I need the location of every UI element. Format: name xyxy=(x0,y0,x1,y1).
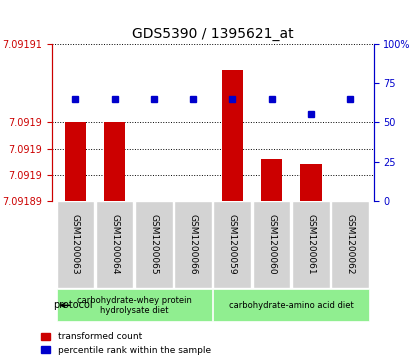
Bar xyxy=(339,201,361,238)
Text: GSM1200066: GSM1200066 xyxy=(188,214,198,275)
FancyBboxPatch shape xyxy=(96,201,134,287)
FancyBboxPatch shape xyxy=(56,201,94,287)
Bar xyxy=(261,159,282,201)
Text: GSM1200061: GSM1200061 xyxy=(306,214,315,275)
Text: GSM1200063: GSM1200063 xyxy=(71,214,80,275)
Bar xyxy=(222,70,243,201)
Bar xyxy=(143,201,165,217)
Text: carbohydrate-amino acid diet: carbohydrate-amino acid diet xyxy=(229,301,354,310)
FancyBboxPatch shape xyxy=(331,201,369,287)
Text: GSM1200062: GSM1200062 xyxy=(345,214,354,274)
FancyBboxPatch shape xyxy=(213,201,251,287)
Text: GSM1200065: GSM1200065 xyxy=(149,214,159,275)
Bar xyxy=(300,164,322,201)
Text: protocol: protocol xyxy=(53,300,92,310)
FancyBboxPatch shape xyxy=(56,289,212,321)
Title: GDS5390 / 1395621_at: GDS5390 / 1395621_at xyxy=(132,27,293,41)
Bar xyxy=(65,122,86,201)
FancyBboxPatch shape xyxy=(135,201,173,287)
FancyBboxPatch shape xyxy=(292,201,330,287)
Text: GSM1200064: GSM1200064 xyxy=(110,214,119,274)
Text: GSM1200060: GSM1200060 xyxy=(267,214,276,275)
FancyBboxPatch shape xyxy=(253,201,290,287)
FancyBboxPatch shape xyxy=(174,201,212,287)
FancyBboxPatch shape xyxy=(213,289,369,321)
Bar xyxy=(182,201,204,238)
Text: GSM1200059: GSM1200059 xyxy=(228,214,237,275)
Bar xyxy=(104,122,125,201)
Text: carbohydrate-whey protein
hydrolysate diet: carbohydrate-whey protein hydrolysate di… xyxy=(77,295,192,315)
Legend: transformed count, percentile rank within the sample: transformed count, percentile rank withi… xyxy=(38,329,214,359)
